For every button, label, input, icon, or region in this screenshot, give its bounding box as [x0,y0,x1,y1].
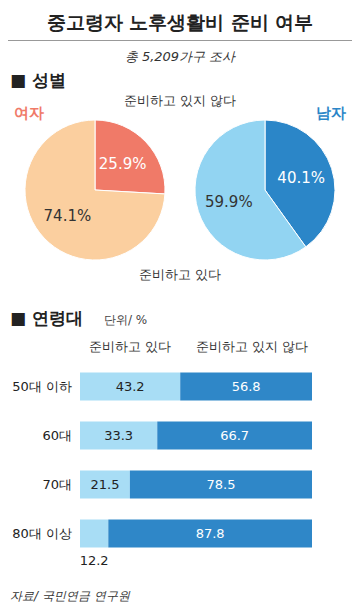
svg-text:준비하고 있다: 준비하고 있다 [89,339,171,354]
svg-text:74.1%: 74.1% [44,207,92,225]
svg-text:80대 이상: 80대 이상 [12,526,72,541]
svg-text:59.9%: 59.9% [205,193,253,211]
svg-text:56.8: 56.8 [232,379,261,394]
svg-text:21.5: 21.5 [90,477,119,492]
svg-text:총 5,209가구 조사: 총 5,209가구 조사 [125,49,236,64]
svg-text:12.2: 12.2 [80,553,109,568]
svg-text:준비하고 있지 않다: 준비하고 있지 않다 [196,339,308,354]
svg-text:50대 이하: 50대 이하 [12,379,72,394]
svg-text:■ 성별: ■ 성별 [10,70,66,90]
svg-text:중고령자 노후생활비 준비 여부: 중고령자 노후생활비 준비 여부 [47,11,314,33]
svg-text:■ 연령대: ■ 연령대 [10,308,83,328]
svg-text:33.3: 33.3 [104,428,133,443]
svg-text:여자: 여자 [14,104,44,122]
svg-text:78.5: 78.5 [206,477,235,492]
svg-text:43.2: 43.2 [116,379,145,394]
svg-text:66.7: 66.7 [220,428,249,443]
svg-text:60대: 60대 [42,428,72,443]
svg-text:40.1%: 40.1% [277,169,325,187]
svg-text:87.8: 87.8 [196,526,225,541]
svg-text:준비하고 있지 않다: 준비하고 있지 않다 [124,93,236,108]
svg-text:준비하고 있다: 준비하고 있다 [139,267,221,282]
svg-text:25.9%: 25.9% [99,155,147,173]
svg-text:남자: 남자 [316,104,346,122]
svg-text:70대: 70대 [42,477,72,492]
svg-text:자료/ 국민연금 연구원: 자료/ 국민연금 연구원 [10,589,131,603]
svg-text:단위/ %: 단위/ % [104,313,147,327]
